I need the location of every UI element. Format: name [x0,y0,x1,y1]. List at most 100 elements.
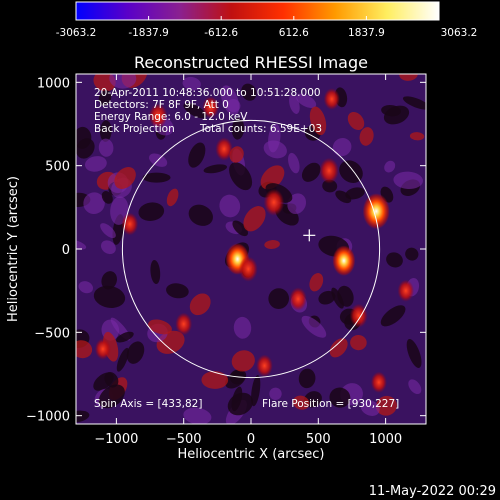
colorbar-tick-label: -3063.2 [56,27,97,39]
heatmap-hot-spots [94,88,414,393]
texture-blob [116,331,134,343]
texture-blob [219,194,241,218]
texture-blob [182,76,201,91]
texture-blob [231,386,243,412]
texture-blob [101,271,117,290]
texture-blob [345,187,365,200]
texture-blob [78,281,94,294]
texture-blob [100,240,116,255]
texture-blob [189,293,211,316]
x-tick-label: −1000 [94,432,138,447]
y-tick-label: 500 [45,160,70,175]
texture-blob [116,347,129,372]
hot-spot [362,193,390,230]
texture-blob [375,395,397,416]
texture-blob [384,160,396,173]
x-axis-label: Heliocentric X (arcsec) [178,447,325,462]
texture-blob [232,220,248,237]
texture-blob [201,371,229,389]
colorbar-tick-label: 3063.2 [441,27,478,39]
texture-blob [339,160,363,183]
texture-blob [329,387,351,408]
texture-blob [104,371,119,388]
texture-blob [76,340,93,359]
texture-blob [380,305,406,327]
y-tick-label: 0 [62,243,70,258]
hot-spot [319,157,339,184]
texture-blob [243,206,266,232]
texture-blob [114,167,136,189]
x-tick-label: 1000 [369,432,402,447]
texture-blob [98,90,112,106]
texture-blob [383,105,410,125]
annotation-total-counts: Total counts: 6.59E+03 [199,123,322,135]
hot-spot [148,103,168,128]
texture-blob [350,334,367,351]
annotation-detectors: Detectors: 7F 8F 9F, Att 0 [94,99,229,111]
texture-blob [229,146,244,163]
colorbar-tick-label: 612.6 [279,27,309,39]
texture-blob [269,387,282,400]
y-tick-label: −1000 [26,410,70,425]
x-tick-label: 500 [306,432,331,447]
spin-axis-label: Spin Axis = [433,82] [94,398,202,410]
hot-spot [289,287,307,311]
texture-blob [402,96,426,110]
colorbar-tick-label: -1837.9 [128,27,169,39]
texture-blob [188,204,213,226]
texture-blob [408,379,422,395]
texture-blob [301,162,321,182]
texture-blob [231,118,245,140]
solar-limb-circle [121,119,381,379]
texture-blob [335,190,352,204]
texture-blob [83,192,105,215]
texture-blob [288,152,300,174]
texture-blob [260,165,285,190]
texture-blob [318,290,336,305]
texture-blob [337,285,354,307]
texture-blob [359,127,374,146]
texture-blob [203,164,228,174]
texture-blob [386,252,403,268]
hot-spot [215,137,233,161]
texture-blob [301,315,327,338]
texture-blob [298,368,316,389]
texture-blob [329,338,348,358]
hot-spot [202,96,219,119]
texture-blob [296,93,317,108]
texture-blob [188,142,206,168]
colorbar [75,1,440,21]
texture-blob [166,283,189,299]
texture-blob [142,172,171,183]
hot-spot [175,312,193,336]
x-tick-label: 0 [247,432,255,447]
texture-blob [98,384,125,409]
texture-blob [309,273,324,292]
texture-blob [332,138,352,157]
texture-blob [405,247,419,261]
texture-blob [76,138,95,159]
texture-blob [292,395,310,410]
texture-blob [399,74,418,81]
hot-spot [263,188,285,216]
texture-blob [98,138,114,157]
colorbar-ticks: -3063.2 -1837.9 -612.6 612.6 1837.9 3063.2 [56,16,478,39]
texture-blob [233,316,252,339]
texture-blob [229,162,253,191]
texture-blob [101,191,113,204]
hot-spot [349,303,368,328]
texture-blob [84,156,107,172]
texture-blob [148,319,172,335]
texture-blob [264,240,280,249]
hot-spot [323,88,340,110]
y-axis-label: Heliocentric Y (arcsec) [6,176,21,322]
texture-blob [126,341,145,364]
texture-blob [289,94,300,114]
texture-blob [183,407,212,424]
texture-blob [360,399,380,416]
flare-position-label: Flare Position = [930,227] [262,398,399,410]
axis-ticks: −1000 −500 0 500 1000 −1000 −500 0 500 1000 [26,74,426,447]
texture-blob [138,202,165,221]
heatmap-area [76,74,426,424]
